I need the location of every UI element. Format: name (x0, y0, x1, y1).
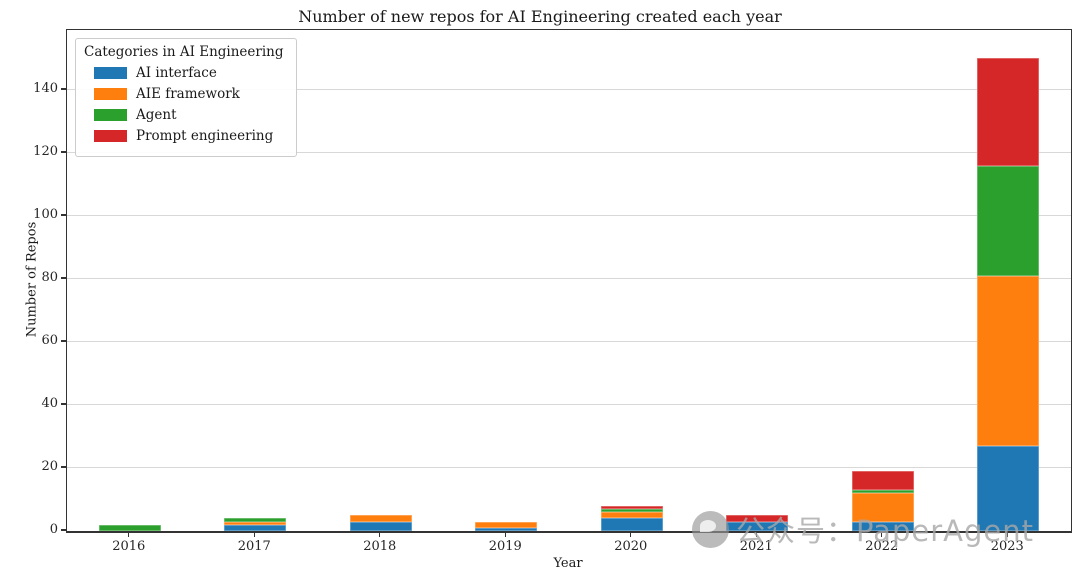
y-tick-label: 80 (41, 269, 58, 285)
bar-segment-2022-aie-framework (851, 493, 914, 522)
y-tick-label: 140 (33, 80, 58, 96)
gridline-40 (67, 404, 1071, 406)
x-tick-mark (630, 532, 632, 537)
x-tick-mark (128, 532, 130, 537)
bar-segment-2022-ai-interface (851, 521, 914, 531)
x-axis-label: Year (553, 556, 583, 571)
x-tick-mark (1006, 532, 1008, 537)
y-tick-label: 120 (33, 143, 58, 159)
x-tick-mark (504, 532, 506, 537)
plot-area: Categories in AI Engineering AI interfac… (66, 29, 1072, 533)
y-tick-mark (61, 88, 66, 90)
legend-item-label: AIE framework (136, 86, 240, 102)
gridline-80 (67, 278, 1071, 280)
y-tick-mark (61, 214, 66, 216)
bar-segment-2019-ai-interface (475, 527, 538, 531)
legend-item-ai-interface: AI interface (94, 65, 284, 81)
bar-segment-2022-prompt-engineering (851, 471, 914, 491)
x-tick-label: 2022 (865, 539, 899, 554)
bar-segment-2019-aie-framework (475, 521, 538, 528)
bar-segment-2020-ai-interface (600, 518, 663, 531)
legend-item-aie-framework: AIE framework (94, 86, 284, 102)
x-tick-label: 2017 (237, 539, 271, 554)
gridline-20 (67, 467, 1071, 469)
y-tick-label: 0 (49, 522, 58, 537)
legend-patch-icon (94, 109, 127, 121)
legend-item-prompt-engineering: Prompt engineering (94, 128, 284, 144)
x-tick-mark (379, 532, 381, 537)
y-tick-mark (61, 529, 66, 531)
bar-segment-2016-agent (98, 524, 161, 531)
legend-patch-icon (94, 88, 127, 100)
legend: Categories in AI Engineering AI interfac… (75, 38, 297, 157)
gridline-140 (67, 89, 1071, 91)
bar-segment-2017-ai-interface (224, 524, 287, 531)
bar-segment-2018-aie-framework (349, 515, 412, 522)
bar-segment-2020-prompt-engineering (600, 505, 663, 509)
bar-segment-2021-prompt-engineering (726, 515, 789, 522)
y-tick-mark (61, 466, 66, 468)
legend-item-agent: Agent (94, 107, 284, 123)
legend-patch-icon (94, 67, 127, 79)
x-tick-label: 2020 (614, 539, 648, 554)
y-tick-label: 20 (41, 458, 58, 474)
legend-items: AI interface AIE framework Agent Prompt eng… (84, 65, 284, 144)
bar-segment-2023-agent (977, 165, 1040, 276)
gridline-60 (67, 341, 1071, 343)
y-tick-label: 60 (41, 332, 58, 348)
bar-segment-2020-aie-framework (600, 512, 663, 519)
y-tick-mark (61, 277, 66, 279)
y-tick-mark (61, 340, 66, 342)
chart-title: Number of new repos for AI Engineering c… (298, 7, 782, 26)
bar-segment-2020-agent (600, 508, 663, 513)
gridline-120 (67, 152, 1071, 154)
bar-segment-2017-agent (224, 518, 287, 522)
x-tick-mark (881, 532, 883, 537)
x-tick-label: 2016 (112, 539, 146, 554)
legend-patch-icon (94, 130, 127, 142)
bar-segment-2017-aie-framework (224, 521, 287, 525)
legend-item-label: Agent (136, 107, 177, 123)
y-tick-mark (61, 403, 66, 405)
y-tick-label: 100 (33, 206, 58, 222)
bar-segment-2023-ai-interface (977, 445, 1040, 531)
y-tick-label: 40 (41, 395, 58, 411)
bar-segment-2022-agent (851, 490, 914, 494)
x-tick-label: 2019 (488, 539, 522, 554)
legend-item-label: AI interface (136, 65, 217, 81)
x-tick-label: 2023 (990, 539, 1024, 554)
legend-title: Categories in AI Engineering (84, 44, 284, 60)
x-tick-mark (253, 532, 255, 537)
legend-item-label: Prompt engineering (136, 128, 274, 144)
y-axis-label: Number of Repos (24, 221, 40, 338)
x-tick-mark (755, 532, 757, 537)
gridline-100 (67, 215, 1071, 217)
bar-segment-2023-prompt-engineering (977, 58, 1040, 166)
y-tick-mark (61, 151, 66, 153)
bar-segment-2023-aie-framework (977, 275, 1040, 446)
bar-segment-2021-ai-interface (726, 521, 789, 531)
x-tick-label: 2018 (363, 539, 397, 554)
bar-segment-2018-ai-interface (349, 521, 412, 531)
x-tick-label: 2021 (739, 539, 773, 554)
